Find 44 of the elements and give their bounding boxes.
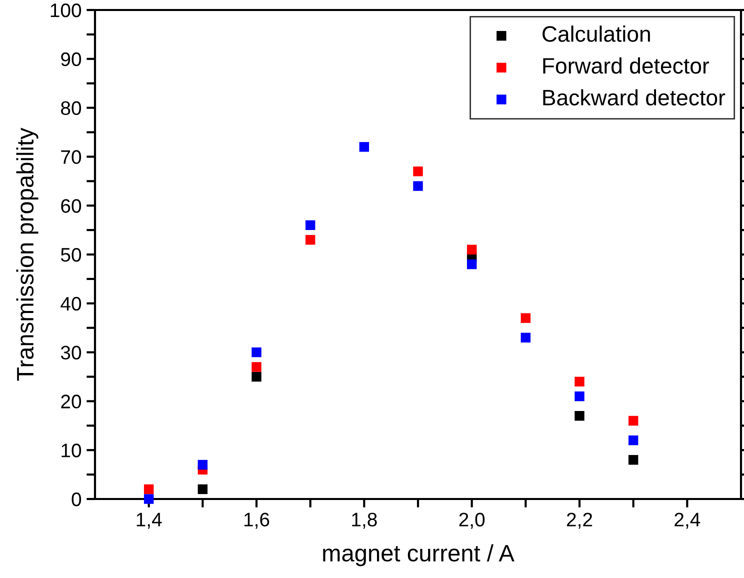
x-tick-label: 2,0: [459, 512, 485, 529]
point: [305, 220, 316, 230]
y-tick-label: 50: [60, 248, 82, 262]
point: [359, 142, 370, 152]
point: [466, 244, 477, 254]
x-tick-label: 2,4: [674, 512, 700, 529]
point: [144, 494, 154, 504]
point: [574, 376, 584, 386]
x-tick-label: 1,4: [136, 512, 162, 529]
legend-label: Calculation: [542, 26, 650, 42]
y-tick-label: 100: [50, 3, 82, 18]
point: [198, 460, 208, 470]
point: [574, 411, 584, 421]
point: [520, 313, 531, 323]
y-tick-label: 40: [60, 296, 82, 311]
y-tick-label: 70: [61, 150, 82, 164]
x-tick-label: 1,6: [244, 512, 270, 529]
point: [252, 362, 262, 372]
point: [252, 372, 262, 382]
point: [198, 484, 208, 494]
point: [413, 181, 423, 191]
x-axis-title: magnet current / A: [323, 544, 514, 566]
point: [520, 332, 531, 342]
point: [574, 391, 584, 402]
y-tick-label: 10: [62, 444, 82, 458]
point: [413, 166, 423, 176]
x-tick-label: 1,8: [352, 512, 377, 529]
point: [252, 347, 262, 358]
legend-label: Forward detector: [543, 57, 710, 74]
y-tick-label: 0: [72, 492, 82, 506]
y-tick-label: 90: [61, 52, 82, 66]
point: [466, 259, 477, 270]
point: [628, 416, 638, 426]
point: [144, 484, 154, 494]
y-tick-label: 30: [60, 346, 82, 360]
y-axis-title: Transmission propability: [16, 128, 38, 381]
x-tick-label: 2,2: [566, 512, 592, 529]
y-tick-label: 60: [61, 199, 82, 213]
point: [305, 234, 316, 245]
point: [628, 455, 638, 465]
y-tick-label: 80: [61, 101, 82, 116]
y-tick-label: 20: [61, 394, 82, 408]
point: [628, 435, 638, 446]
legend-label: Backward detector: [543, 89, 726, 106]
